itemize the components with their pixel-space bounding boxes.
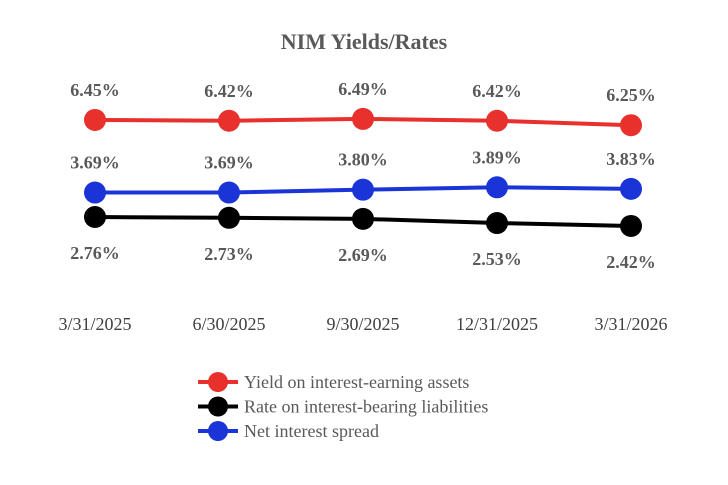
x-tick-label: 12/31/2025 [456,314,538,334]
legend-marker [208,396,228,417]
x-tick-label: 3/31/2025 [58,314,131,334]
legend-label: Yield on interest-earning assets [244,372,469,392]
data-point [352,207,374,230]
data-label: 3.69% [70,153,120,173]
data-point [620,177,642,200]
chart-title: NIM Yields/Rates [281,29,448,54]
data-label: 6.49% [338,79,388,99]
data-label: 6.25% [606,85,656,105]
data-label: 2.42% [606,252,656,272]
data-point [218,206,240,229]
data-point [352,107,374,130]
legend-label: Rate on interest-bearing liabilities [244,397,488,417]
data-label: 3.80% [338,150,388,170]
data-point [218,109,240,132]
x-tick-label: 9/30/2025 [326,314,399,334]
data-label: 6.42% [472,81,522,101]
data-label: 6.45% [70,80,120,100]
x-tick-label: 3/31/2026 [594,314,667,334]
data-label: 3.89% [472,147,522,167]
data-label: 2.53% [472,249,522,269]
data-point [486,212,508,235]
data-point [352,178,374,201]
data-point [620,114,642,137]
data-label: 2.73% [204,244,254,264]
data-label: 3.69% [204,153,254,173]
data-label: 2.69% [338,245,388,265]
data-label: 2.76% [70,243,120,263]
data-label: 6.42% [204,81,254,101]
data-point [84,206,106,229]
legend-label: Net interest spread [244,421,379,441]
data-point [218,181,240,204]
x-tick-label: 6/30/2025 [192,314,265,334]
legend-marker [208,421,228,441]
data-point [486,109,508,132]
data-point [84,108,106,131]
data-point [620,214,642,237]
data-point [84,181,106,204]
data-label: 3.83% [606,149,656,169]
legend-marker [208,372,228,392]
data-point [486,176,508,199]
